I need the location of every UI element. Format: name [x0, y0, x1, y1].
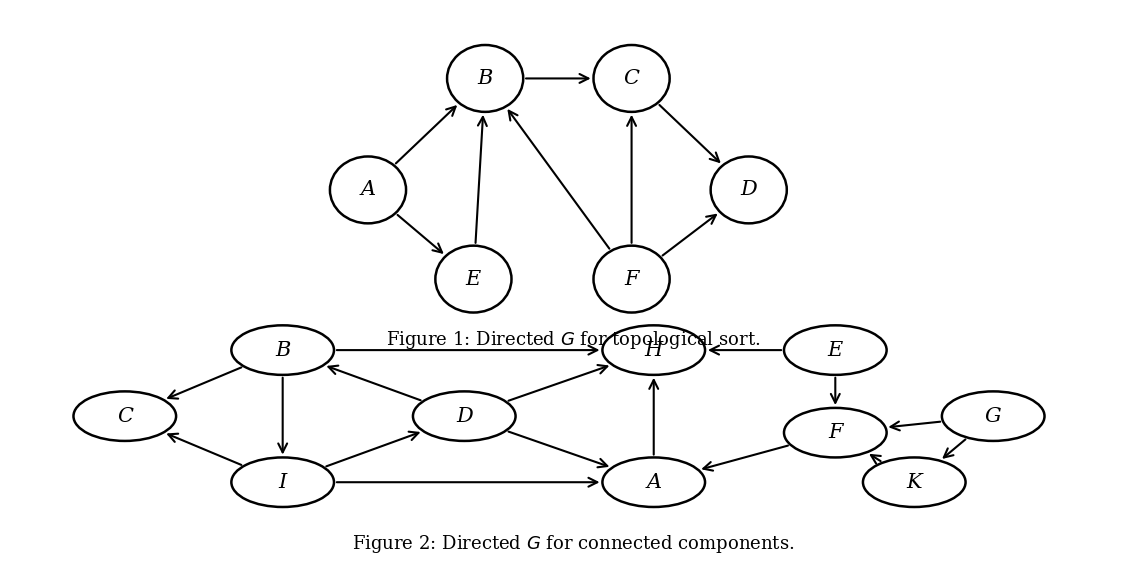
Text: Figure 2: Directed $G$ for connected components.: Figure 2: Directed $G$ for connected com…	[352, 533, 794, 555]
Ellipse shape	[73, 391, 176, 441]
Ellipse shape	[435, 246, 511, 313]
Ellipse shape	[594, 246, 669, 313]
Text: C: C	[117, 407, 133, 425]
Ellipse shape	[330, 157, 406, 223]
Ellipse shape	[231, 325, 333, 375]
Ellipse shape	[594, 45, 669, 112]
Ellipse shape	[784, 408, 887, 457]
Ellipse shape	[711, 157, 787, 223]
Ellipse shape	[603, 457, 705, 507]
Text: A: A	[646, 473, 661, 492]
Ellipse shape	[603, 325, 705, 375]
Text: K: K	[906, 473, 923, 492]
Ellipse shape	[863, 457, 966, 507]
Text: B: B	[275, 340, 290, 360]
Text: D: D	[456, 407, 472, 425]
Text: D: D	[740, 180, 758, 199]
Text: B: B	[478, 69, 493, 88]
Ellipse shape	[413, 391, 516, 441]
Text: F: F	[625, 269, 638, 288]
Ellipse shape	[447, 45, 524, 112]
Ellipse shape	[942, 391, 1044, 441]
Text: G: G	[984, 407, 1002, 425]
Text: C: C	[623, 69, 639, 88]
Ellipse shape	[784, 325, 887, 375]
Text: Figure 1: Directed $G$ for topological sort.: Figure 1: Directed $G$ for topological s…	[386, 329, 760, 351]
Text: I: I	[278, 473, 286, 492]
Text: H: H	[644, 340, 662, 360]
Text: F: F	[829, 423, 842, 442]
Text: A: A	[361, 180, 376, 199]
Text: E: E	[827, 340, 843, 360]
Text: E: E	[465, 269, 481, 288]
Ellipse shape	[231, 457, 333, 507]
